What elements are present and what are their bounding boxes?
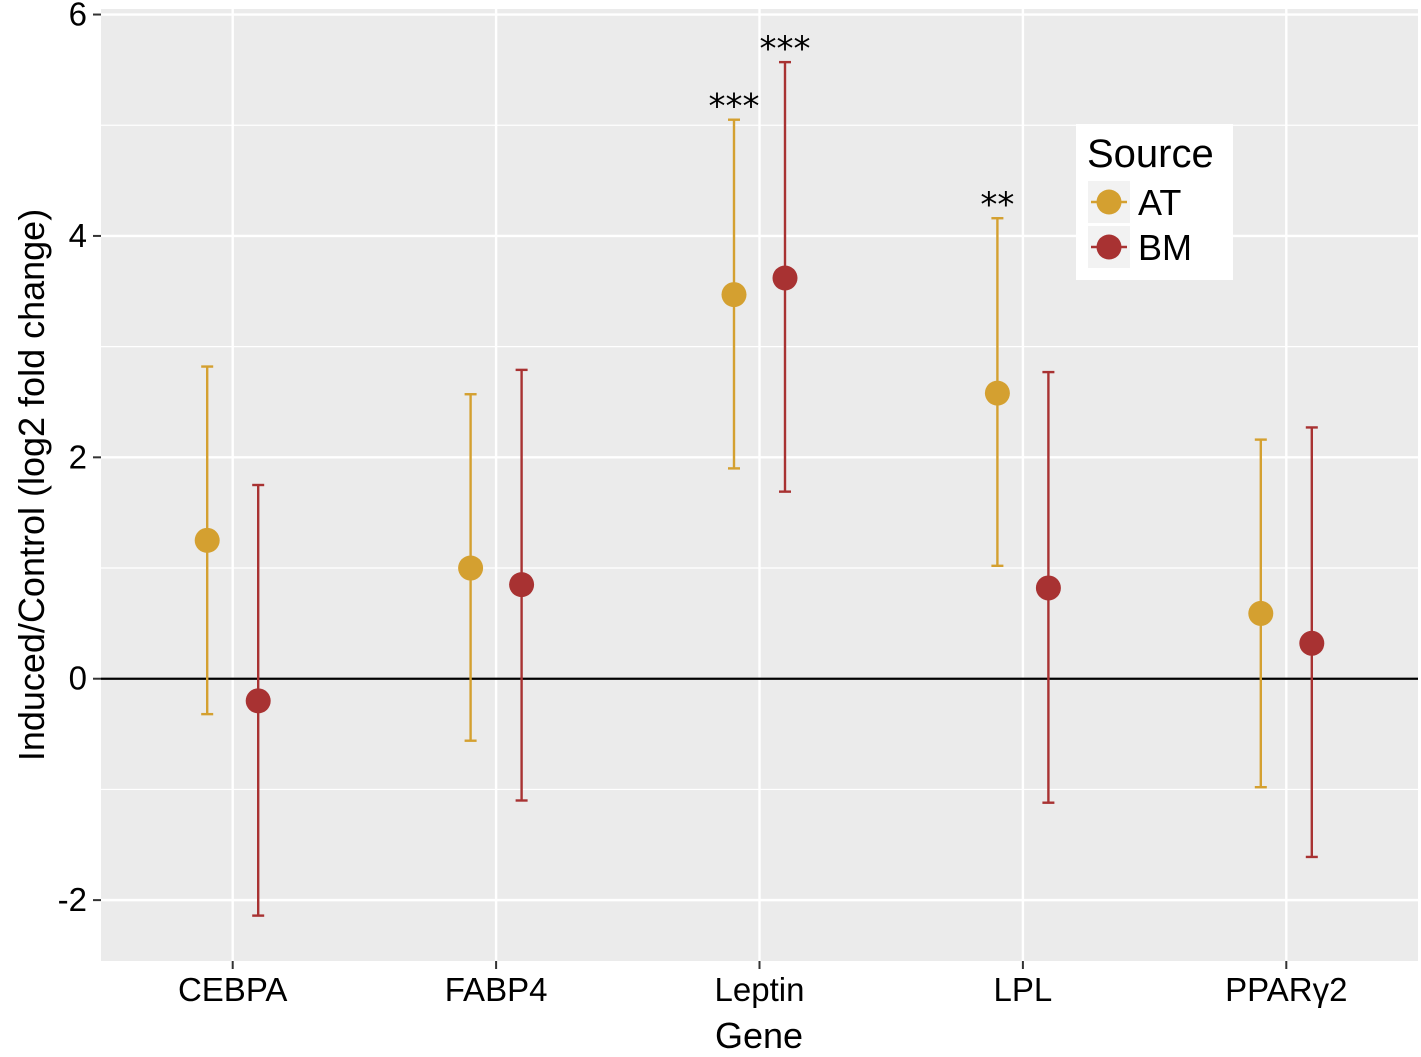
significance-label: *** xyxy=(709,87,760,127)
series-BM: *** xyxy=(245,29,1325,917)
legend-key-point xyxy=(1096,234,1122,260)
grid-layer xyxy=(101,9,1418,961)
significance-label: ** xyxy=(980,185,1014,225)
y-axis: -2 0 2 4 6 xyxy=(58,0,101,918)
y-axis-title: Induced/Control (log2 fold change) xyxy=(11,209,52,761)
data-point xyxy=(772,265,798,291)
legend-label: AT xyxy=(1138,182,1181,223)
x-tick-label: LPL xyxy=(994,971,1053,1008)
data-point xyxy=(1035,575,1061,601)
data-point xyxy=(1248,600,1274,626)
x-tick-label: Leptin xyxy=(715,971,805,1008)
y-tick-label: 0 xyxy=(69,660,87,697)
x-tick-label: CEBPA xyxy=(178,971,287,1008)
marks-layer: ******** xyxy=(194,29,1325,917)
data-point xyxy=(458,555,484,581)
legend-key-point xyxy=(1096,189,1122,215)
data-point xyxy=(984,380,1010,406)
data-point xyxy=(509,572,535,598)
y-tick-label: 6 xyxy=(69,0,87,33)
x-axis-title: Gene xyxy=(715,1015,803,1056)
data-point xyxy=(245,688,271,714)
y-tick-label: 2 xyxy=(69,438,87,475)
x-tick-label: PPARγ2 xyxy=(1225,971,1347,1008)
legend-title: Source xyxy=(1087,132,1214,176)
series-AT: ***** xyxy=(194,87,1274,789)
data-point xyxy=(1299,630,1325,656)
significance-label: *** xyxy=(760,29,811,69)
data-point xyxy=(721,282,747,308)
x-tick-label: FABP4 xyxy=(445,971,548,1008)
data-point xyxy=(194,527,220,553)
x-axis: CEBPA FABP4 Leptin LPL PPARγ2 xyxy=(178,961,1347,1008)
y-tick-label: -2 xyxy=(58,881,87,918)
y-tick-label: 4 xyxy=(69,217,87,254)
legend-label: BM xyxy=(1138,227,1192,268)
